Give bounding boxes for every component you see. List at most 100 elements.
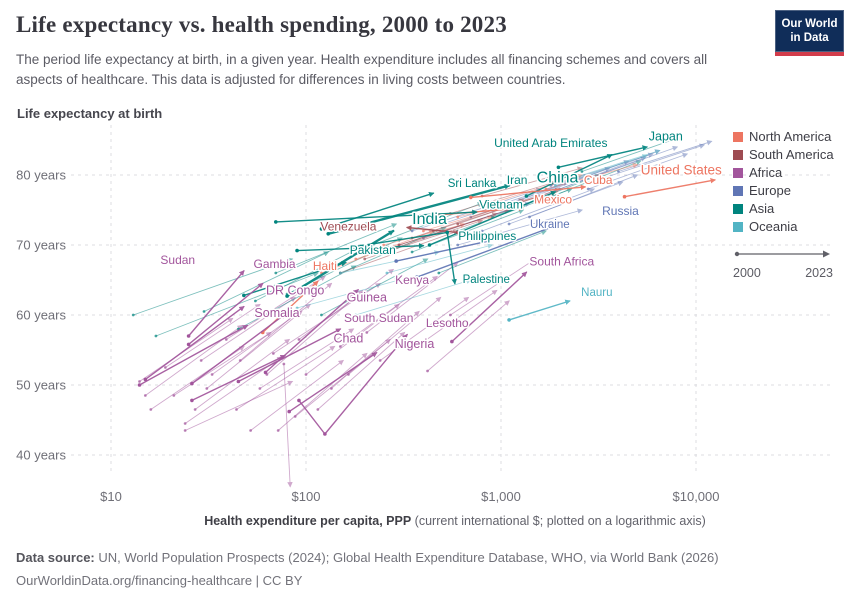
background-trajectory[interactable] [296, 278, 401, 309]
owid-logo[interactable]: Our World in Data [775, 10, 844, 56]
background-trajectory[interactable] [259, 328, 355, 389]
background-trajectory[interactable] [457, 208, 583, 246]
background-trajectory[interactable] [254, 244, 366, 302]
trajectory-gambia[interactable] [187, 282, 264, 346]
legend-item-africa[interactable]: Africa [733, 165, 834, 180]
background-trajectory[interactable] [184, 380, 294, 431]
background-trajectory[interactable] [554, 154, 648, 186]
background-trajectory[interactable] [305, 303, 400, 375]
license-link[interactable]: OurWorldinData.org/financing-healthcare [16, 573, 253, 589]
country-label-kenya[interactable]: Kenya [394, 272, 431, 289]
country-label-lesotho[interactable]: Lesotho [424, 314, 470, 331]
trajectory-lesotho[interactable] [298, 333, 408, 435]
trajectory-sri-lanka[interactable] [320, 191, 435, 230]
background-trajectory[interactable] [277, 352, 368, 431]
background-trajectory[interactable] [236, 345, 336, 410]
country-label-ukraine[interactable]: Ukraine [529, 218, 572, 233]
trajectory-nigeria[interactable] [288, 352, 378, 413]
trajectory-iran[interactable] [428, 190, 557, 246]
background-trajectory[interactable] [237, 265, 357, 330]
trajectory-sudan[interactable] [187, 270, 245, 337]
trajectory-cuba[interactable] [470, 184, 587, 199]
background-trajectory[interactable] [449, 180, 557, 214]
background-trajectory[interactable] [194, 338, 291, 410]
country-label-nigeria[interactable]: Nigeria [393, 335, 436, 352]
country-label-south-sudan[interactable]: South Sudan [343, 310, 415, 327]
background-trajectory[interactable] [529, 174, 639, 218]
background-trajectory[interactable] [132, 257, 294, 316]
background-trajectory[interactable] [211, 303, 312, 375]
trajectory-somalia[interactable] [138, 324, 249, 386]
trajectory-pakistan[interactable] [243, 261, 347, 297]
background-trajectory[interactable] [491, 173, 583, 204]
country-label-palestine[interactable]: Palestine [461, 272, 511, 287]
trajectory-south-sudan[interactable] [237, 328, 342, 383]
background-trajectory[interactable] [173, 331, 272, 396]
country-label-sri-lanka[interactable]: Sri Lanka [446, 176, 498, 191]
country-label-russia[interactable]: Russia [601, 202, 641, 219]
country-label-venezuela[interactable]: Venezuela [319, 218, 378, 235]
trajectory-south-africa[interactable] [451, 271, 528, 343]
trajectory-ukraine[interactable] [395, 234, 511, 262]
background-trajectory[interactable] [481, 166, 583, 197]
background-trajectory[interactable] [383, 212, 498, 253]
country-label-pakistan[interactable]: Pakistan [348, 242, 397, 259]
legend-item-oceania[interactable]: Oceania [733, 219, 834, 234]
background-trajectory[interactable] [239, 282, 333, 361]
legend-item-south-america[interactable]: South America [733, 147, 834, 162]
country-label-chad[interactable]: Chad [332, 330, 365, 347]
country-label-gambia[interactable]: Gambia [252, 256, 297, 273]
country-label-cuba[interactable]: Cuba [582, 172, 614, 189]
legend-item-north-america[interactable]: North America [733, 129, 834, 144]
country-label-dr-congo[interactable]: DR Congo [264, 282, 325, 299]
background-trajectory[interactable] [416, 289, 498, 347]
country-label-vietnam[interactable]: Vietnam [478, 196, 525, 213]
background-trajectory[interactable] [386, 243, 494, 274]
trajectory-japan[interactable] [557, 145, 648, 169]
background-trajectory[interactable] [203, 251, 330, 312]
background-trajectory[interactable] [457, 187, 561, 225]
background-trajectory[interactable] [411, 198, 525, 239]
trajectory-venezuela[interactable] [406, 225, 459, 234]
trajectory-vietnam[interactable] [275, 209, 478, 223]
legend-item-europe[interactable]: Europe [733, 183, 834, 198]
background-trajectory[interactable] [587, 152, 689, 190]
background-trajectory[interactable] [481, 187, 596, 232]
background-trajectory[interactable] [339, 229, 459, 274]
trajectory-russia[interactable] [416, 221, 565, 278]
trajectory-dr-congo[interactable] [144, 305, 245, 381]
trajectory-united-states[interactable] [623, 178, 716, 198]
country-label-united-states[interactable]: United States [639, 161, 723, 179]
country-label-guinea[interactable]: Guinea [345, 289, 388, 306]
country-label-nauru[interactable]: Nauru [580, 286, 614, 301]
background-trajectory[interactable] [355, 278, 472, 316]
trajectory-india[interactable] [285, 229, 395, 298]
country-label-south-africa[interactable]: South Africa [528, 253, 596, 270]
trajectory-nauru[interactable] [508, 299, 571, 321]
trajectory-guinea[interactable] [191, 313, 286, 385]
country-label-sudan[interactable]: Sudan [159, 251, 197, 268]
background-trajectory[interactable] [164, 303, 261, 368]
country-label-iran[interactable]: Iran [505, 172, 529, 189]
background-trajectory[interactable] [372, 202, 484, 246]
country-label-china[interactable]: China [535, 168, 580, 188]
background-trajectory[interactable] [601, 143, 706, 179]
country-label-united-arab-emirates[interactable]: United Arab Emirates [493, 135, 609, 152]
country-label-somalia[interactable]: Somalia [253, 305, 301, 322]
country-label-mexico[interactable]: Mexico [533, 191, 574, 208]
country-label-philippines[interactable]: Philippines [457, 228, 518, 245]
legend-item-asia[interactable]: Asia [733, 201, 834, 216]
country-label-india[interactable]: India [411, 210, 449, 230]
trajectory-united-arab-emirates[interactable] [525, 153, 613, 197]
country-label-haiti[interactable]: Haiti [311, 258, 338, 275]
trajectory-china[interactable] [327, 183, 511, 236]
background-trajectory[interactable] [449, 258, 537, 316]
background-trajectory[interactable] [283, 363, 293, 488]
trajectory-philippines[interactable] [296, 243, 425, 252]
background-trajectory[interactable] [545, 162, 639, 190]
background-trajectory[interactable] [438, 230, 547, 274]
country-label-japan[interactable]: Japan [647, 128, 684, 145]
background-trajectory[interactable] [206, 310, 303, 389]
background-trajectory[interactable] [317, 331, 406, 410]
background-trajectory[interactable] [581, 135, 684, 172]
